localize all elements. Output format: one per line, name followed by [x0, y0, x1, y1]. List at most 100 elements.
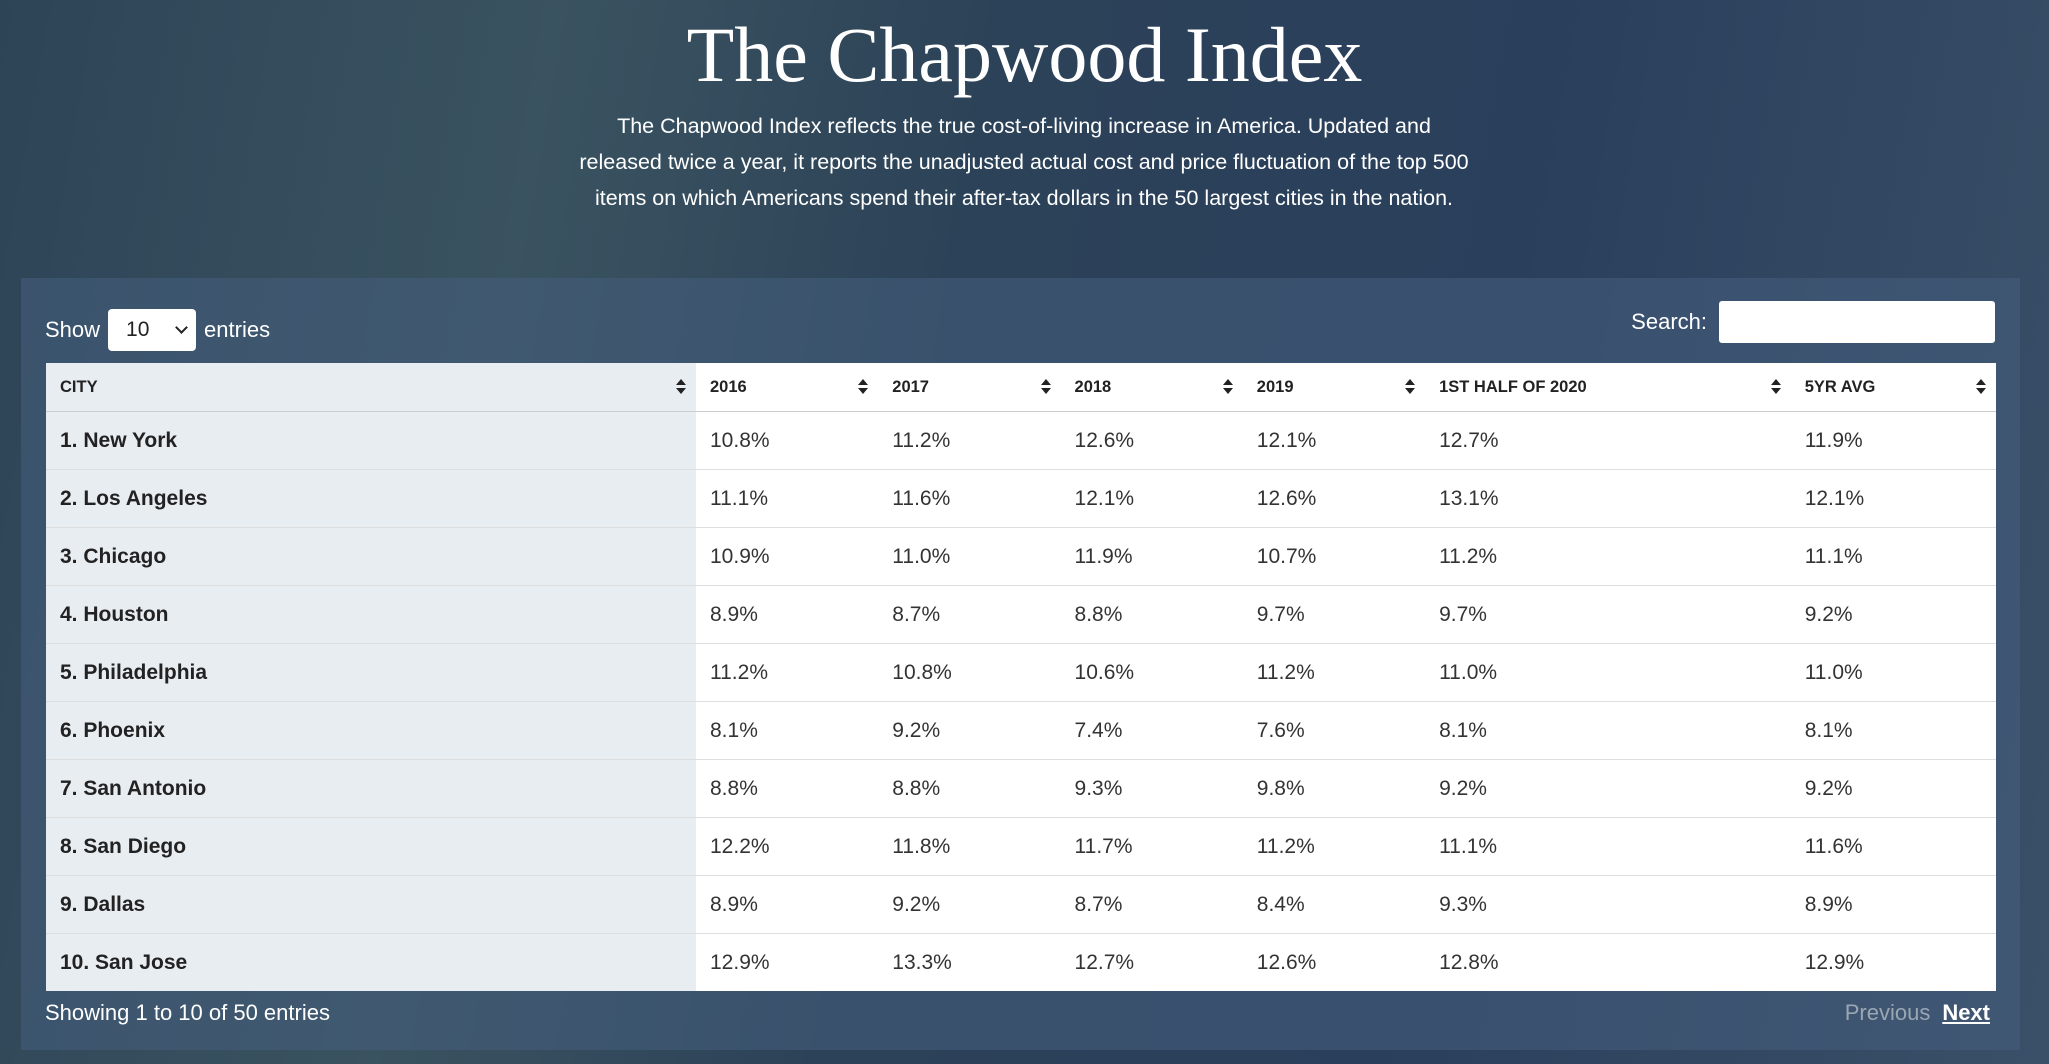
table-cell: 12.1% [1790, 469, 1996, 528]
table-cell: 10.6% [1060, 643, 1243, 702]
table-cell: 8.1% [1425, 701, 1791, 760]
table-cell: 8.9% [1790, 875, 1996, 934]
table-cell: 8.8% [1060, 585, 1243, 644]
pagination: Previous Next [1845, 1000, 1990, 1026]
table-row: 4. Houston 8.9% 8.7% 8.8% 9.7% 9.7% 9.2% [46, 585, 1996, 644]
table-cell: 11.6% [1790, 817, 1996, 876]
search-control: Search: [1631, 301, 1995, 343]
table-cell: 12.6% [1242, 933, 1426, 991]
table-cell: 7.6% [1242, 701, 1426, 760]
table-cell: 9. Dallas [46, 875, 696, 934]
table-cell: 11.0% [1790, 643, 1996, 702]
description: The Chapwood Index reflects the true cos… [579, 114, 1469, 210]
table-cell: 12.2% [696, 817, 879, 876]
table-cell: 10.9% [696, 527, 879, 586]
table-cell: 11.1% [696, 469, 879, 528]
table-row: 1. New York 10.8% 11.2% 12.6% 12.1% 12.7% 11.9… [46, 411, 1996, 470]
table-cell: 8.9% [696, 875, 879, 934]
table-cell: 11.7% [1060, 817, 1243, 876]
table-cell: 9.8% [1242, 759, 1426, 818]
table-cell: 6. Phoenix [46, 701, 696, 760]
table-cell: 9.2% [878, 701, 1061, 760]
table-cell: 7.4% [1060, 701, 1243, 760]
table-cell: 11.9% [1060, 527, 1243, 586]
table-cell: 10. San Jose [46, 933, 696, 991]
table-panel: Show 10 entries Search: CITY 2016 2017 2018… [21, 278, 2020, 1050]
page-length-select[interactable]: 10 [108, 309, 197, 351]
table-cell: 9.2% [1425, 759, 1791, 818]
column-header[interactable]: 2017 [878, 363, 1061, 412]
table-cell: 12.9% [1790, 933, 1996, 991]
table-cell: 11.0% [1425, 643, 1791, 702]
table-cell: 9.2% [1790, 759, 1996, 818]
table-cell: 5. Philadelphia [46, 643, 696, 702]
previous-button[interactable]: Previous [1844, 1000, 1931, 1025]
table-cell: 9.7% [1242, 585, 1426, 644]
table-cell: 11.2% [1242, 817, 1426, 876]
search-label: Search: [1631, 309, 1707, 334]
sort-icon [676, 379, 686, 394]
table-cell: 11.1% [1790, 527, 1996, 586]
sort-icon [1405, 379, 1416, 394]
entries-label: entries [204, 317, 271, 342]
page-length-value: 10 [126, 318, 150, 341]
length-control: Show 10 entries [45, 308, 270, 352]
table-row: 9. Dallas 8.9% 9.2% 8.7% 8.4% 9.3% 8.9% [46, 875, 1996, 934]
table-cell: 8.9% [696, 585, 879, 644]
column-title: 5YR AVG [1804, 377, 1876, 396]
column-header[interactable]: 1ST HALF OF 2020 [1425, 363, 1791, 412]
sort-icon [1040, 379, 1051, 394]
table-row: 10. San Jose 12.9% 13.3% 12.7% 12.6% 12.8% 12.… [46, 933, 1996, 991]
table-cell: 12.7% [1425, 411, 1791, 470]
sort-icon [1770, 379, 1781, 394]
table-cell: 11.8% [878, 817, 1061, 876]
table-info: Showing 1 to 10 of 50 entries [45, 1000, 330, 1025]
table-cell: 12.6% [1060, 411, 1243, 470]
column-title: 2018 [1074, 377, 1112, 396]
table-cell: 11.9% [1790, 411, 1996, 470]
table-cell: 3. Chicago [46, 527, 696, 586]
table-cell: 12.1% [1242, 411, 1426, 470]
table-cell: 11.0% [878, 527, 1061, 586]
next-button[interactable]: Next [1942, 1000, 1990, 1025]
table-cell: 1. New York [46, 411, 696, 470]
sort-icon [858, 379, 869, 394]
column-title: CITY [60, 377, 98, 396]
table-cell: 8.8% [878, 759, 1061, 818]
table-cell: 8.1% [696, 701, 879, 760]
sort-icon [1976, 379, 1986, 394]
page-title: The Chapwood Index [686, 11, 1363, 98]
table-row: 5. Philadelphia 11.2% 10.8% 10.6% 11.2% 11.0%… [46, 643, 1996, 702]
table-cell: 11.2% [878, 411, 1061, 470]
header-row: CITY 2016 2017 2018 2019 1ST HALF OF 2020 5YR … [46, 363, 1996, 412]
table-cell: 11.2% [1425, 527, 1791, 586]
table-cell: 11.2% [696, 643, 879, 702]
table-cell: 9.3% [1060, 759, 1243, 818]
table-cell: 8.7% [878, 585, 1061, 644]
table-cell: 10.7% [1242, 527, 1426, 586]
table-cell: 10.8% [878, 643, 1061, 702]
table-row: 7. San Antonio 8.8% 8.8% 9.3% 9.8% 9.2% 9.2% [46, 759, 1996, 818]
column-header[interactable]: 2018 [1060, 363, 1243, 412]
table-cell: 10.8% [696, 411, 879, 470]
column-header[interactable]: CITY [46, 363, 696, 412]
column-title: 1ST HALF OF 2020 [1439, 377, 1587, 396]
table-cell: 9.7% [1425, 585, 1791, 644]
table-cell: 8.1% [1790, 701, 1996, 760]
column-header[interactable]: 2019 [1242, 363, 1426, 412]
column-title: 2016 [710, 377, 747, 396]
table-cell: 12.8% [1425, 933, 1791, 991]
table-cell: 9.2% [1790, 585, 1996, 644]
column-header[interactable]: 5YR AVG [1790, 363, 1996, 412]
table-row: 8. San Diego 12.2% 11.8% 11.7% 11.2% 11.1% 11.… [46, 817, 1996, 876]
table-cell: 11.2% [1242, 643, 1426, 702]
table-cell: 8.7% [1060, 875, 1243, 934]
table-cell: 12.6% [1242, 469, 1426, 528]
sort-icon [1222, 379, 1233, 394]
table-cell: 8.4% [1242, 875, 1426, 934]
table-row: 6. Phoenix 8.1% 9.2% 7.4% 7.6% 8.1% 8.1% [46, 701, 1996, 760]
search-input[interactable] [1719, 301, 1995, 343]
table-cell: 8.8% [696, 759, 879, 818]
column-header[interactable]: 2016 [696, 363, 879, 412]
table-cell: 2. Los Angeles [46, 469, 696, 528]
